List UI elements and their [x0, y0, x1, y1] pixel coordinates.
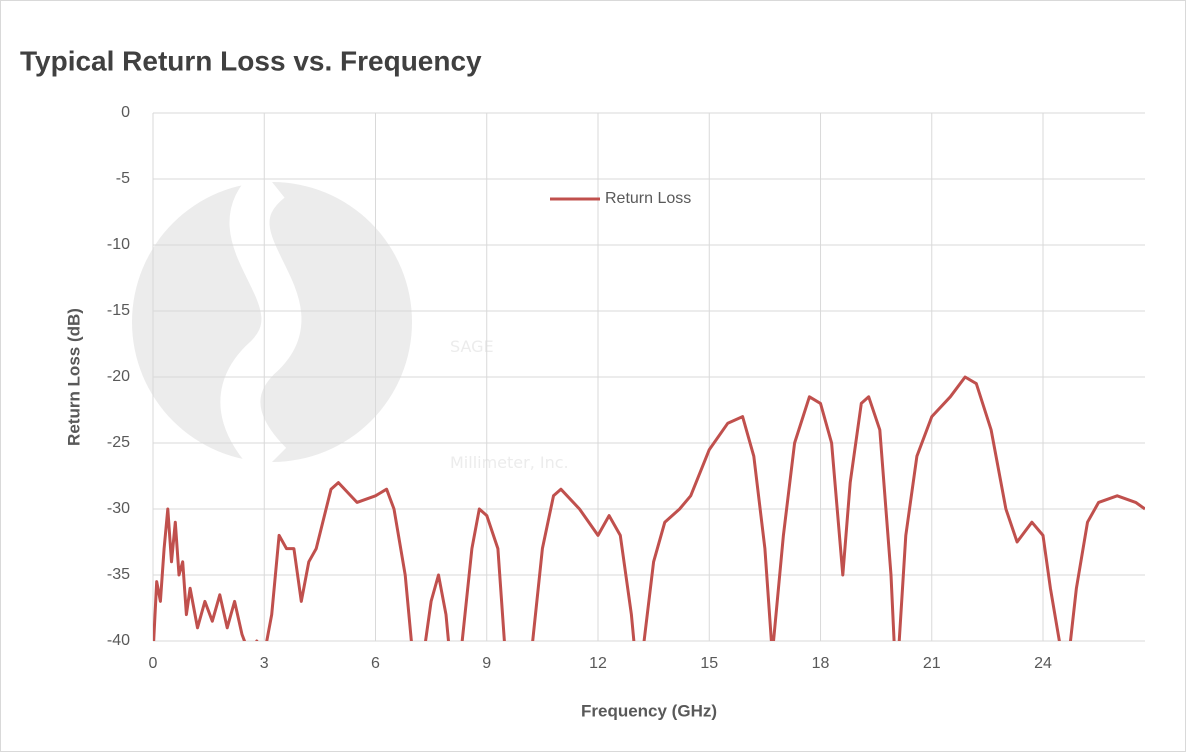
x-tick-label: 3	[260, 655, 269, 672]
y-tick-label: -40	[107, 632, 130, 649]
legend-label: Return Loss	[605, 190, 691, 207]
watermark-text: SAGE	[450, 337, 494, 356]
x-tick-label: 6	[371, 655, 380, 672]
y-tick-label: -20	[107, 368, 130, 385]
x-tick-label: 21	[923, 655, 941, 672]
x-tick-label: 24	[1034, 655, 1052, 672]
watermark-logo-swirl	[220, 166, 302, 477]
y-tick-label: -25	[107, 434, 130, 451]
x-tick-label: 9	[482, 655, 491, 672]
y-tick-label: -5	[116, 170, 130, 187]
y-tick-label: -30	[107, 500, 130, 517]
y-tick-label: -10	[107, 236, 130, 253]
x-tick-label: 12	[589, 655, 607, 672]
x-axis-label: Frequency (GHz)	[581, 701, 717, 720]
data-line	[153, 375, 1145, 641]
watermark-text: Millimeter, Inc.	[450, 453, 569, 472]
chart-title: Typical Return Loss vs. Frequency	[20, 45, 482, 76]
x-tick-label: 0	[149, 655, 158, 672]
x-tick-label: 15	[700, 655, 718, 672]
watermark: SAGE Millimeter, Inc.	[132, 166, 569, 477]
y-tick-label: 0	[121, 104, 130, 121]
x-tick-label: 18	[812, 655, 830, 672]
y-axis-label: Return Loss (dB)	[64, 308, 83, 446]
y-tick-label: -35	[107, 566, 130, 583]
y-tick-label: -15	[107, 302, 130, 319]
